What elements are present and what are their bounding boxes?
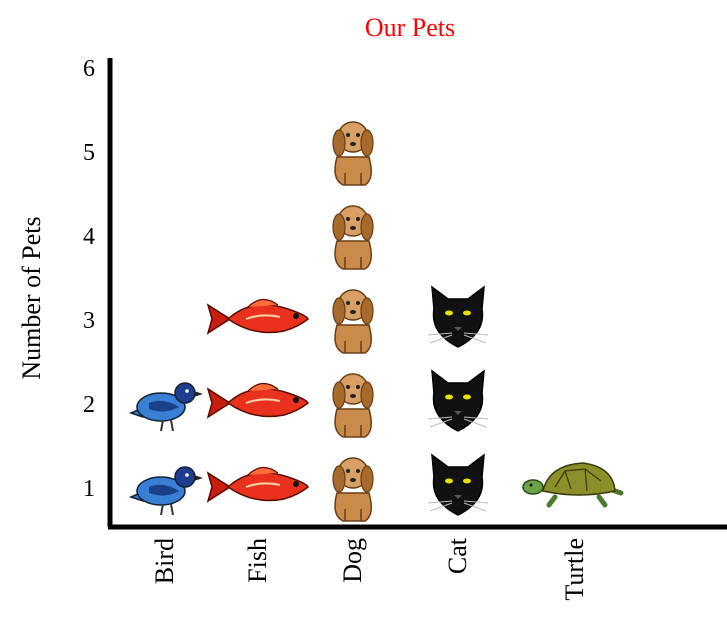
x-tick-label-fish: Fish (243, 538, 272, 583)
cat-icon (427, 369, 489, 432)
bird-icon (128, 382, 203, 432)
cat-icon (427, 285, 489, 348)
x-tick-label-cat: Cat (443, 537, 472, 574)
fish-icon (206, 298, 309, 335)
pictograph-marks (128, 121, 624, 522)
fish-icon (206, 382, 309, 419)
x-tick-label-dog: Dog (338, 538, 367, 583)
y-tick-label: 5 (83, 140, 95, 166)
y-tick-labels: 1 2 3 4 5 6 (83, 56, 95, 502)
y-axis-label: Number of Pets (17, 216, 46, 379)
x-tick-label-bird: Bird (150, 538, 179, 584)
x-tick-labels: Bird Fish Dog Cat Turtle (150, 537, 589, 600)
fish-icon (206, 466, 309, 503)
dog-icon (332, 457, 374, 522)
y-tick-label: 1 (83, 476, 95, 502)
bird-icon (128, 466, 203, 516)
y-tick-label: 4 (83, 224, 95, 250)
y-tick-label: 2 (83, 392, 95, 418)
y-tick-label: 6 (83, 56, 95, 82)
dog-icon (332, 121, 374, 186)
turtle-icon (522, 462, 624, 508)
y-tick-label: 3 (83, 308, 95, 334)
dog-icon (332, 205, 374, 270)
dog-icon (332, 289, 374, 354)
chart-title: Our Pets (365, 13, 455, 42)
cat-icon (427, 453, 489, 516)
x-tick-label-turtle: Turtle (560, 538, 589, 601)
dog-icon (332, 373, 374, 438)
